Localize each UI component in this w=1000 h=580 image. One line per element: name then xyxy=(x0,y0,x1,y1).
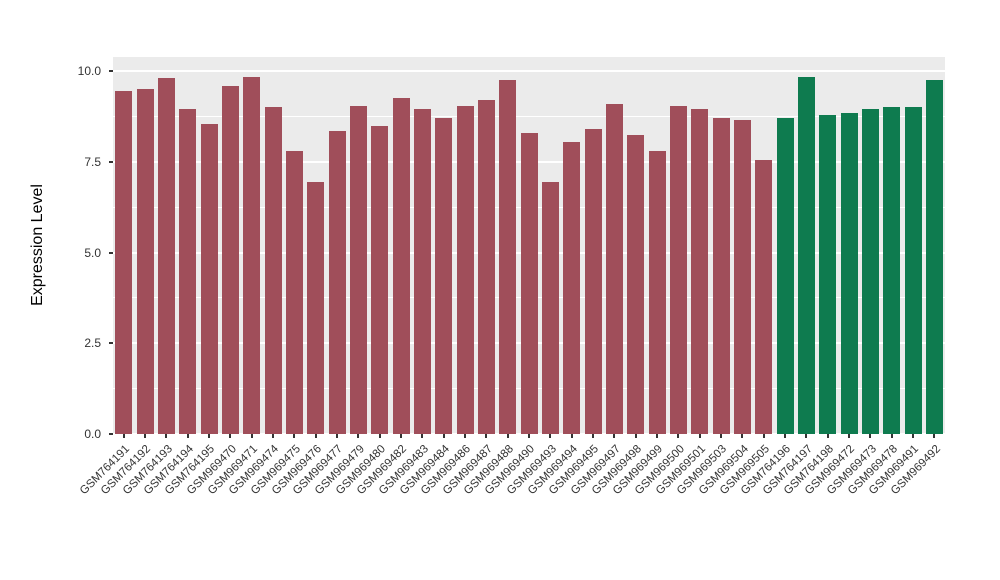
x-tick-mark xyxy=(528,434,530,438)
y-tick-label: 10.0 xyxy=(77,64,101,79)
bar xyxy=(755,160,772,434)
x-axis-labels: GSM764191 GSM764192 GSM764193 GSM764194 GSM7… xyxy=(78,434,945,574)
y-tick-mark xyxy=(109,342,113,345)
bar xyxy=(499,80,516,434)
x-tick-mark xyxy=(656,434,658,438)
bar xyxy=(563,142,580,434)
x-tick-mark xyxy=(805,434,808,438)
bar xyxy=(457,106,474,434)
bar xyxy=(307,182,324,434)
x-tick-mark xyxy=(144,434,146,438)
x-tick-mark xyxy=(570,434,573,438)
bar xyxy=(841,113,858,434)
bar xyxy=(777,118,794,434)
x-tick-mark xyxy=(592,434,594,438)
x-tick-mark xyxy=(250,434,253,438)
x-tick-mark xyxy=(698,434,701,438)
x-tick-mark xyxy=(933,434,936,438)
y-tick-mark xyxy=(109,433,113,435)
x-tick-mark xyxy=(485,434,488,438)
x-tick-mark xyxy=(613,434,616,438)
x-tick-mark xyxy=(869,434,872,438)
x-tick-mark xyxy=(378,434,381,438)
bar xyxy=(905,107,922,434)
x-tick-mark xyxy=(208,434,210,438)
y-tick-mark xyxy=(109,160,113,163)
bar xyxy=(435,118,452,434)
x-tick-mark xyxy=(890,434,893,438)
x-tick-mark xyxy=(506,434,509,438)
x-tick-mark xyxy=(677,434,680,438)
y-axis: 0.0 2.5 5.0 7.5 10.0 xyxy=(0,57,113,441)
y-tick-label: 2.5 xyxy=(84,336,101,351)
x-tick-mark xyxy=(741,434,744,438)
x-tick-mark xyxy=(912,434,914,438)
x-tick-mark xyxy=(848,434,850,438)
x-tick-mark xyxy=(784,434,786,438)
x-tick-mark xyxy=(293,434,296,438)
x-tick-mark xyxy=(442,434,445,438)
bar xyxy=(862,109,879,434)
x-tick-mark xyxy=(826,434,829,438)
bar xyxy=(350,106,367,434)
bar xyxy=(158,78,175,434)
bar xyxy=(393,98,410,434)
x-tick-mark xyxy=(336,434,338,438)
x-tick-mark xyxy=(122,434,125,438)
bar xyxy=(883,107,900,434)
x-tick-mark xyxy=(229,434,232,438)
x-tick-mark xyxy=(186,434,189,438)
bar xyxy=(414,109,431,434)
bar xyxy=(371,126,388,434)
x-tick-mark xyxy=(634,434,637,438)
bar xyxy=(286,151,303,434)
x-tick-mark xyxy=(272,434,274,438)
bar xyxy=(542,182,559,434)
bar xyxy=(670,106,687,434)
x-tick-mark xyxy=(165,434,168,438)
y-tick-label: 0.0 xyxy=(84,427,101,441)
gridline-major xyxy=(113,70,945,73)
bar xyxy=(137,89,154,434)
bar xyxy=(649,151,666,434)
bar xyxy=(201,124,218,434)
bar xyxy=(115,91,132,434)
bar xyxy=(521,133,538,434)
bar xyxy=(585,129,602,434)
x-tick-mark xyxy=(464,434,466,438)
bar xyxy=(329,131,346,434)
bar xyxy=(478,100,495,434)
x-tick-mark xyxy=(421,434,424,438)
x-tick-mark xyxy=(720,434,722,438)
gridline-minor xyxy=(113,116,945,118)
x-tick-mark xyxy=(549,434,552,438)
bar xyxy=(606,104,623,434)
y-tick-label: 5.0 xyxy=(84,245,101,260)
bar xyxy=(243,77,260,434)
bar xyxy=(734,120,751,434)
bar xyxy=(713,118,730,434)
bar xyxy=(222,86,239,434)
bar xyxy=(926,80,943,434)
y-tick-mark xyxy=(109,251,113,254)
bar xyxy=(819,115,836,434)
y-tick-mark xyxy=(109,70,113,73)
y-tick-label: 7.5 xyxy=(84,154,101,169)
x-tick-mark xyxy=(357,434,360,438)
bar xyxy=(798,77,815,434)
bar xyxy=(627,135,644,434)
x-tick-mark xyxy=(762,434,765,438)
x-tick-mark xyxy=(400,434,402,438)
bar xyxy=(265,107,282,434)
plot-panel xyxy=(113,57,945,434)
x-tick-mark xyxy=(314,434,317,438)
bar xyxy=(691,109,708,434)
bar xyxy=(179,109,196,434)
